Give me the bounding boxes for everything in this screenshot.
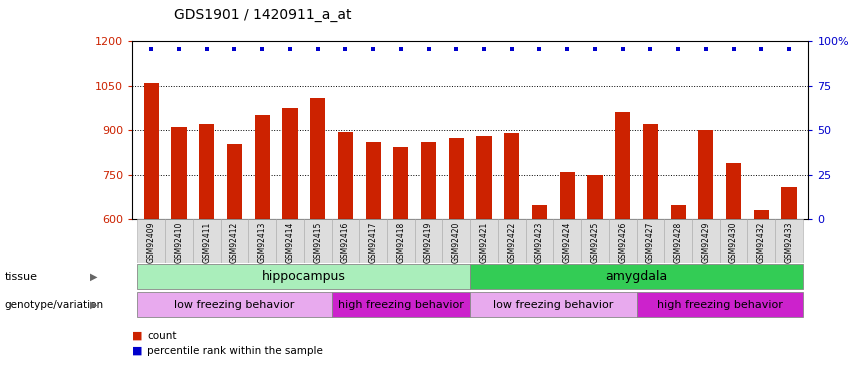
Bar	[387, 219, 414, 262]
Text: hippocampus: hippocampus	[262, 270, 346, 283]
Text: count: count	[147, 331, 177, 340]
Text: ▶: ▶	[90, 272, 97, 282]
Bar	[775, 219, 802, 262]
Text: GSM92411: GSM92411	[203, 222, 211, 263]
Bar	[637, 219, 665, 262]
Bar	[587, 175, 603, 219]
Bar	[698, 130, 713, 219]
Bar	[138, 264, 470, 289]
Text: GSM92409: GSM92409	[147, 222, 156, 263]
Bar	[553, 219, 581, 262]
Bar	[448, 138, 464, 219]
Bar	[665, 219, 692, 262]
Bar	[526, 219, 553, 262]
Bar	[747, 219, 775, 262]
Bar	[138, 219, 165, 262]
Text: tissue: tissue	[4, 272, 37, 282]
Bar	[421, 142, 437, 219]
Text: GDS1901 / 1420911_a_at: GDS1901 / 1420911_a_at	[174, 9, 352, 22]
Bar	[637, 292, 802, 317]
Bar	[248, 219, 276, 262]
Bar	[359, 219, 387, 262]
Text: GSM92430: GSM92430	[729, 222, 738, 263]
Text: GSM92425: GSM92425	[591, 222, 599, 263]
Bar	[332, 219, 359, 262]
Text: ▶: ▶	[90, 300, 97, 310]
Text: GSM92415: GSM92415	[313, 222, 323, 263]
Bar	[283, 108, 298, 219]
Bar	[193, 219, 220, 262]
Text: GSM92410: GSM92410	[174, 222, 184, 263]
Text: GSM92432: GSM92432	[757, 222, 766, 263]
Bar	[165, 219, 193, 262]
Text: GSM92413: GSM92413	[258, 222, 266, 263]
Text: low freezing behavior: low freezing behavior	[174, 300, 294, 310]
Bar	[532, 204, 547, 219]
Text: GSM92414: GSM92414	[285, 222, 294, 263]
Bar	[220, 219, 248, 262]
Bar	[477, 136, 492, 219]
Bar	[608, 219, 637, 262]
Bar	[393, 147, 408, 219]
Bar	[332, 292, 471, 317]
Text: GSM92417: GSM92417	[368, 222, 378, 263]
Text: ■: ■	[132, 346, 142, 355]
Bar	[754, 210, 769, 219]
Bar	[171, 128, 186, 219]
Text: GSM92422: GSM92422	[507, 222, 517, 263]
Text: GSM92419: GSM92419	[424, 222, 433, 263]
Text: percentile rank within the sample: percentile rank within the sample	[147, 346, 323, 355]
Bar	[671, 204, 686, 219]
Bar	[304, 219, 332, 262]
Bar	[138, 292, 332, 317]
Bar	[504, 133, 519, 219]
Text: GSM92424: GSM92424	[563, 222, 572, 263]
Bar	[471, 264, 802, 289]
Text: ■: ■	[132, 331, 142, 340]
Bar	[310, 98, 325, 219]
Bar	[227, 144, 243, 219]
Text: GSM92426: GSM92426	[618, 222, 627, 263]
Text: low freezing behavior: low freezing behavior	[494, 300, 614, 310]
Bar	[366, 142, 380, 219]
Bar	[199, 124, 214, 219]
Bar	[581, 219, 608, 262]
Text: GSM92416: GSM92416	[341, 222, 350, 263]
Bar	[144, 83, 159, 219]
Text: GSM92428: GSM92428	[674, 222, 683, 263]
Bar	[471, 219, 498, 262]
Text: GSM92420: GSM92420	[452, 222, 460, 263]
Text: GSM92433: GSM92433	[785, 222, 793, 263]
Bar	[471, 292, 637, 317]
Bar	[615, 112, 631, 219]
Text: genotype/variation: genotype/variation	[4, 300, 103, 310]
Bar	[498, 219, 526, 262]
Text: GSM92429: GSM92429	[701, 222, 711, 263]
Text: GSM92427: GSM92427	[646, 222, 655, 263]
Bar	[781, 187, 797, 219]
Bar	[726, 163, 741, 219]
Text: GSM92421: GSM92421	[480, 222, 488, 263]
Text: GSM92418: GSM92418	[397, 222, 405, 263]
Bar	[560, 172, 574, 219]
Bar	[643, 124, 658, 219]
Bar	[720, 219, 747, 262]
Bar	[414, 219, 443, 262]
Bar	[443, 219, 471, 262]
Bar	[692, 219, 720, 262]
Bar	[276, 219, 304, 262]
Text: amygdala: amygdala	[605, 270, 668, 283]
Bar	[338, 132, 353, 219]
Text: high freezing behavior: high freezing behavior	[338, 300, 464, 310]
Text: GSM92423: GSM92423	[535, 222, 544, 263]
Text: high freezing behavior: high freezing behavior	[657, 300, 783, 310]
Text: GSM92412: GSM92412	[230, 222, 239, 263]
Bar	[254, 116, 270, 219]
